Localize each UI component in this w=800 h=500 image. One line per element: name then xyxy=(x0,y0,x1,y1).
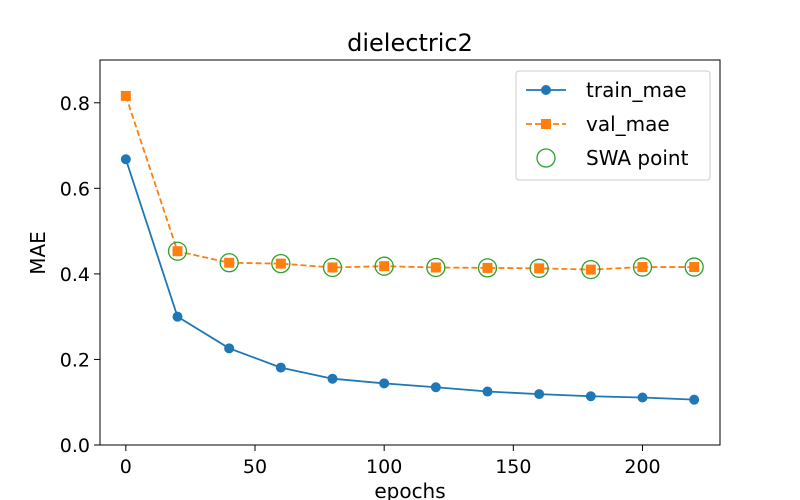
y-axis-title: MAE xyxy=(26,231,50,275)
x-tick-label: 50 xyxy=(243,456,267,478)
data-point-train-mae xyxy=(637,392,648,403)
data-point-train-mae xyxy=(689,394,700,405)
data-point-swa-point xyxy=(219,253,239,273)
legend-marker-swa-point xyxy=(536,148,556,168)
data-point-swa-point xyxy=(322,257,343,278)
data-point-train-mae xyxy=(120,154,131,165)
data-point-train-mae xyxy=(327,373,338,384)
legend-marker-val-mae xyxy=(541,119,551,129)
data-point-val-mae xyxy=(585,264,596,275)
y-tick-label: 0.0 xyxy=(60,435,90,457)
data-point-train-mae xyxy=(534,389,545,400)
chart-title: dielectric2 xyxy=(347,29,473,57)
data-point-swa-point xyxy=(684,257,704,277)
series-line-train-mae xyxy=(124,158,695,401)
data-point-val-mae xyxy=(689,262,700,273)
x-tick-label: 150 xyxy=(495,456,531,478)
data-point-train-mae xyxy=(430,382,441,393)
data-point-train-mae xyxy=(275,362,286,373)
x-axis-title: epochs xyxy=(374,479,445,500)
data-point-swa-point xyxy=(529,258,549,278)
y-tick-label: 0.6 xyxy=(60,178,90,200)
plot-frame xyxy=(99,59,721,446)
data-point-swa-point xyxy=(632,257,653,277)
legend-marker-train-mae xyxy=(541,85,551,95)
x-tick-label: 0 xyxy=(120,456,132,478)
data-point-val-mae xyxy=(120,90,131,101)
legend: train_mae val_mae SWA point xyxy=(515,70,711,181)
data-point-val-mae xyxy=(327,262,338,273)
data-point-val-mae xyxy=(534,263,545,274)
legend-box xyxy=(515,70,711,181)
data-point-train-mae xyxy=(224,343,235,354)
data-point-val-mae xyxy=(224,257,235,268)
data-point-val-mae xyxy=(637,262,648,273)
data-point-swa-point xyxy=(581,259,601,280)
x-tick-label: 100 xyxy=(366,456,402,478)
data-point-val-mae xyxy=(482,262,493,273)
x-tick-label: 200 xyxy=(624,456,660,478)
data-point-train-mae xyxy=(482,386,493,397)
data-point-train-mae xyxy=(585,391,596,402)
legend-label-train-mae: train_mae xyxy=(586,78,687,102)
y-tick-label: 0.8 xyxy=(60,93,90,115)
data-point-swa-point xyxy=(426,257,446,278)
data-point-swa-point xyxy=(271,253,291,274)
data-point-train-mae xyxy=(379,378,390,389)
data-point-swa-point xyxy=(374,256,394,276)
data-point-val-mae xyxy=(275,258,286,269)
data-point-val-mae xyxy=(172,246,183,257)
y-tick-label: 0.4 xyxy=(60,264,90,286)
data-point-swa-point xyxy=(167,241,188,261)
data-point-swa-point xyxy=(477,258,498,278)
legend-label-swa-point: SWA point xyxy=(586,146,689,170)
y-tick-label: 0.2 xyxy=(60,349,90,371)
plot-area: 0 50 100 150 200 0.0 0.2 0.4 0.6 0.8 xyxy=(60,59,721,478)
data-point-val-mae xyxy=(430,262,441,273)
legend-label-val-mae: val_mae xyxy=(586,112,670,136)
data-point-val-mae xyxy=(379,261,390,272)
data-point-train-mae xyxy=(172,311,183,322)
